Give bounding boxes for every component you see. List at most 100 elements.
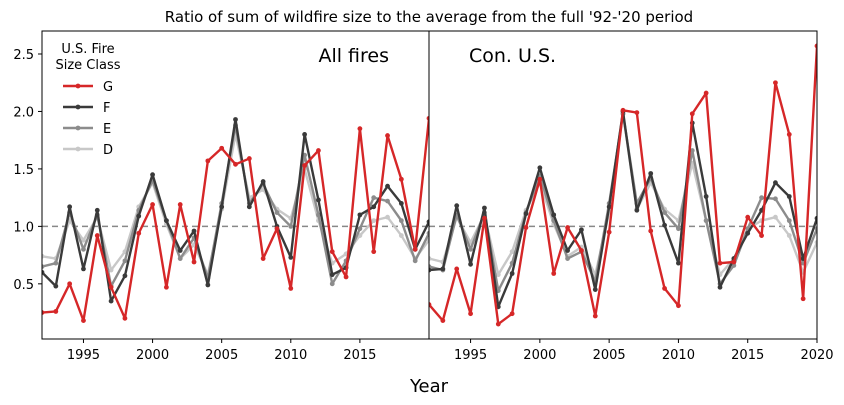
data-point xyxy=(482,205,487,211)
data-point xyxy=(468,246,473,252)
data-point xyxy=(205,158,211,164)
data-point xyxy=(81,266,86,272)
data-point xyxy=(676,260,681,266)
data-point xyxy=(177,248,183,253)
data-point xyxy=(398,200,404,206)
data-point xyxy=(814,215,817,221)
data-point xyxy=(205,282,211,288)
data-point xyxy=(67,204,73,210)
data-point xyxy=(745,230,751,236)
data-point xyxy=(523,225,529,230)
axes-frame xyxy=(428,30,818,340)
data-point xyxy=(703,194,709,199)
data-point xyxy=(246,156,252,161)
data-point xyxy=(42,269,45,275)
legend-title-line2: Size Class xyxy=(55,58,120,73)
data-point xyxy=(329,272,335,278)
data-point xyxy=(398,218,404,224)
data-point xyxy=(814,240,817,245)
data-point xyxy=(676,226,681,232)
data-point xyxy=(385,133,390,138)
plot-area xyxy=(42,115,429,324)
data-point xyxy=(108,267,114,273)
data-point xyxy=(592,313,598,319)
series-line-e xyxy=(42,124,429,288)
data-point xyxy=(759,195,764,201)
data-point xyxy=(429,267,432,273)
data-point xyxy=(150,202,155,207)
data-point xyxy=(648,228,654,234)
data-point xyxy=(745,214,751,220)
data-point xyxy=(108,284,114,290)
series-g xyxy=(429,43,817,327)
data-point xyxy=(426,230,429,236)
data-point xyxy=(565,248,570,253)
data-point xyxy=(731,263,737,268)
data-point xyxy=(343,274,349,280)
data-point xyxy=(94,233,100,238)
data-point xyxy=(551,271,557,276)
data-point xyxy=(191,259,197,265)
series-line-g xyxy=(429,45,817,326)
plot-area xyxy=(429,43,817,327)
data-point xyxy=(606,229,612,235)
legend-swatch-marker xyxy=(75,125,81,131)
data-point xyxy=(509,311,515,317)
data-point xyxy=(509,249,515,255)
data-point xyxy=(233,117,238,122)
legend-swatch-marker xyxy=(75,83,81,89)
legend-swatch-marker xyxy=(75,146,81,152)
x-tick-label: 2020 xyxy=(800,348,833,363)
data-point xyxy=(316,148,321,153)
data-point xyxy=(122,273,128,279)
data-point xyxy=(495,321,501,327)
series-line-g xyxy=(42,118,429,322)
data-point xyxy=(42,264,45,269)
data-point xyxy=(773,80,778,86)
data-point xyxy=(136,213,142,219)
data-point xyxy=(316,212,321,218)
data-point xyxy=(440,266,446,272)
data-point xyxy=(53,260,59,266)
x-tick-label: 2005 xyxy=(205,348,238,363)
y-tick-label: 1.0 xyxy=(13,220,34,235)
data-point xyxy=(620,107,626,113)
x-tick-label: 2010 xyxy=(274,348,307,363)
data-point xyxy=(773,180,778,186)
data-point xyxy=(398,233,404,238)
x-tick-label: 2015 xyxy=(343,348,376,363)
data-point xyxy=(592,287,598,292)
data-point xyxy=(357,212,363,218)
data-point xyxy=(689,111,695,117)
series-d xyxy=(42,132,429,278)
panel-con-us: 1995 2000 2005 2010 2015 2020 Con. U.S. xyxy=(428,30,834,363)
data-point xyxy=(163,284,169,290)
data-point xyxy=(814,226,817,232)
legend-item-g: G xyxy=(63,80,113,95)
data-point xyxy=(385,183,390,189)
data-point xyxy=(565,225,570,230)
data-point xyxy=(53,309,59,314)
series-d xyxy=(429,111,817,278)
chart-title: Ratio of sum of wildfire size to the ave… xyxy=(165,8,693,26)
data-point xyxy=(468,261,473,267)
data-point xyxy=(163,218,169,224)
data-point xyxy=(233,161,238,167)
y-tick-label: 0.5 xyxy=(13,278,34,293)
x-tick-label: 2000 xyxy=(136,348,169,363)
data-point xyxy=(288,286,294,291)
data-point xyxy=(468,311,473,317)
panel-all-fires: 1995 2000 2005 2010 2015 0.5 1.0 1.5 2.0 2.5 All f… xyxy=(13,30,430,363)
data-point xyxy=(357,226,363,232)
data-point xyxy=(786,132,792,137)
data-point xyxy=(302,163,308,168)
data-point xyxy=(398,176,404,182)
data-point xyxy=(786,218,792,224)
legend-label: E xyxy=(103,122,111,137)
data-point xyxy=(219,145,225,151)
legend-label: F xyxy=(103,101,110,116)
data-point xyxy=(717,260,723,266)
data-point xyxy=(108,298,114,304)
data-point xyxy=(454,203,460,209)
